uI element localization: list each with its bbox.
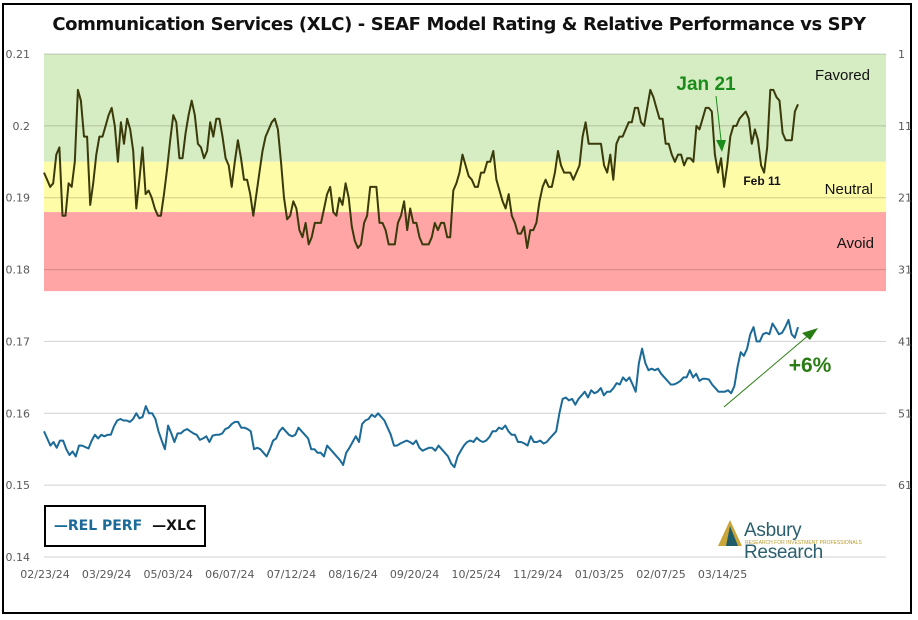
legend-xlc: —XLC	[152, 518, 197, 534]
y-left-tick: 0.21	[6, 48, 31, 61]
legend-rel-perf: —REL PERF	[53, 518, 143, 534]
y-right-tick: 11	[898, 120, 912, 133]
series-line-xlc	[43, 88, 799, 249]
x-tick: 02/07/25	[636, 568, 685, 581]
logo-tagline: RESEARCH FOR INVESTMENT PROFESSIONALS	[745, 540, 862, 546]
y-left-tick: 0.17	[6, 335, 31, 348]
band-label-favored: Favored	[815, 67, 870, 84]
x-tick: 10/25/24	[451, 568, 500, 581]
x-tick: 08/16/24	[328, 568, 377, 581]
y-left-tick: 0.2	[13, 120, 31, 133]
arrow-down-icon	[716, 140, 726, 152]
y-right-tick: 51	[898, 407, 912, 420]
band-neutral	[44, 161, 886, 213]
band-avoid	[44, 212, 886, 292]
y-right-tick: 61	[898, 479, 912, 492]
y-left-tick: 0.14	[6, 551, 31, 564]
annotation-feb-11: Feb 11	[743, 174, 781, 188]
series-line-rel-perf	[43, 318, 799, 469]
x-tick: 01/03/25	[575, 568, 624, 581]
x-tick: 02/23/24	[20, 568, 69, 581]
x-tick: 09/20/24	[390, 568, 439, 581]
y-left-tick: 0.15	[6, 479, 31, 492]
x-tick: 05/03/24	[143, 568, 192, 581]
y-left-tick: 0.19	[6, 192, 31, 205]
x-tick: 11/29/24	[513, 568, 562, 581]
y-right-tick: 21	[898, 192, 912, 205]
logo-name: Asbury Research	[744, 520, 823, 563]
x-tick: 03/14/25	[698, 568, 747, 581]
y-left-tick: 0.16	[6, 407, 31, 420]
legend: —REL PERF —XLC	[44, 505, 206, 547]
annotation-jan-21-arrow-shaft	[715, 95, 722, 141]
band-label-neutral: Neutral	[825, 181, 873, 198]
x-tick: 06/07/24	[205, 568, 254, 581]
x-tick: 03/29/24	[82, 568, 131, 581]
y-left-tick: 0.18	[6, 264, 31, 277]
band-label-avoid: Avoid	[837, 235, 874, 252]
arrow-up-icon	[802, 328, 818, 340]
asbury-research-logo: Asbury Research RESEARCH FOR INVESTMENT …	[716, 518, 876, 563]
annotation-jan-21: Jan 21	[676, 74, 736, 95]
annotation-plus-6-percent: +6%	[789, 354, 832, 377]
chart-title: Communication Services (XLC) - SEAF Mode…	[52, 14, 866, 35]
logo-mark-icon	[718, 520, 742, 546]
annotation-plus6-arrow-shaft	[723, 333, 811, 408]
y-right-tick: 1	[898, 48, 905, 61]
y-right-tick: 41	[898, 335, 912, 348]
y-right-tick: 31	[898, 264, 912, 277]
x-tick: 07/12/24	[267, 568, 316, 581]
